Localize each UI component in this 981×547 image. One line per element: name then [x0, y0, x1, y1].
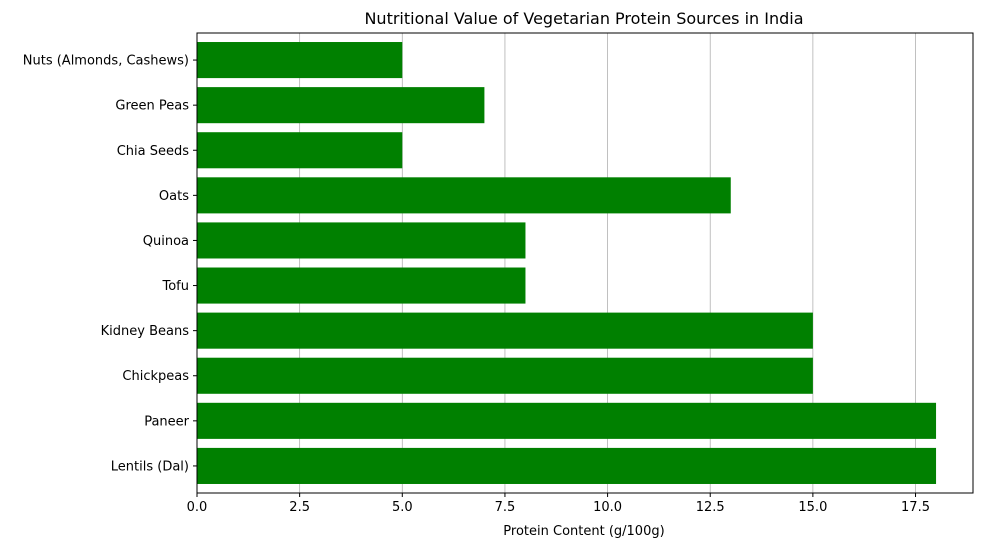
y-axis-ticks: Lentils (Dal) Paneer Chickpeas Kidney Beans… [23, 54, 197, 474]
x-tick-label: 0.0 [187, 500, 208, 515]
x-tick-label: 2.5 [289, 500, 310, 515]
x-tick-label: 10.0 [593, 500, 622, 515]
y-tick-label: Paneer [144, 414, 189, 429]
x-tick-label: 15.0 [798, 500, 827, 515]
x-tick-label: 12.5 [696, 500, 725, 515]
y-tick-label: Lentils (Dal) [111, 459, 189, 474]
x-tick-label: 17.5 [901, 500, 930, 515]
bar [197, 447, 937, 484]
bar [197, 87, 485, 124]
chart-title: Nutritional Value of Vegetarian Protein … [364, 9, 803, 28]
y-tick-label: Oats [159, 189, 189, 204]
y-tick-label: Chia Seeds [117, 144, 190, 159]
bar [197, 222, 526, 259]
y-tick-label: Green Peas [115, 99, 189, 114]
x-tick-label: 5.0 [392, 500, 413, 515]
bar [197, 42, 403, 79]
y-tick-label: Quinoa [143, 234, 189, 249]
bar [197, 267, 526, 304]
bar [197, 312, 813, 349]
bar [197, 402, 937, 439]
plot-frame [196, 32, 974, 494]
bar [197, 132, 403, 169]
bar [197, 357, 813, 394]
bar [197, 177, 731, 214]
y-tick-label: Kidney Beans [101, 324, 190, 339]
x-axis-label: Protein Content (g/100g) [503, 524, 664, 539]
y-tick-label: Tofu [161, 279, 189, 294]
x-tick-label: 7.5 [495, 500, 516, 515]
x-axis-ticks: 0.0 2.5 5.0 7.5 10.0 12.5 15.0 17.5 [187, 493, 930, 515]
y-tick-label: Nuts (Almonds, Cashews) [23, 54, 189, 69]
bars [197, 42, 937, 484]
y-tick-label: Chickpeas [122, 369, 189, 384]
